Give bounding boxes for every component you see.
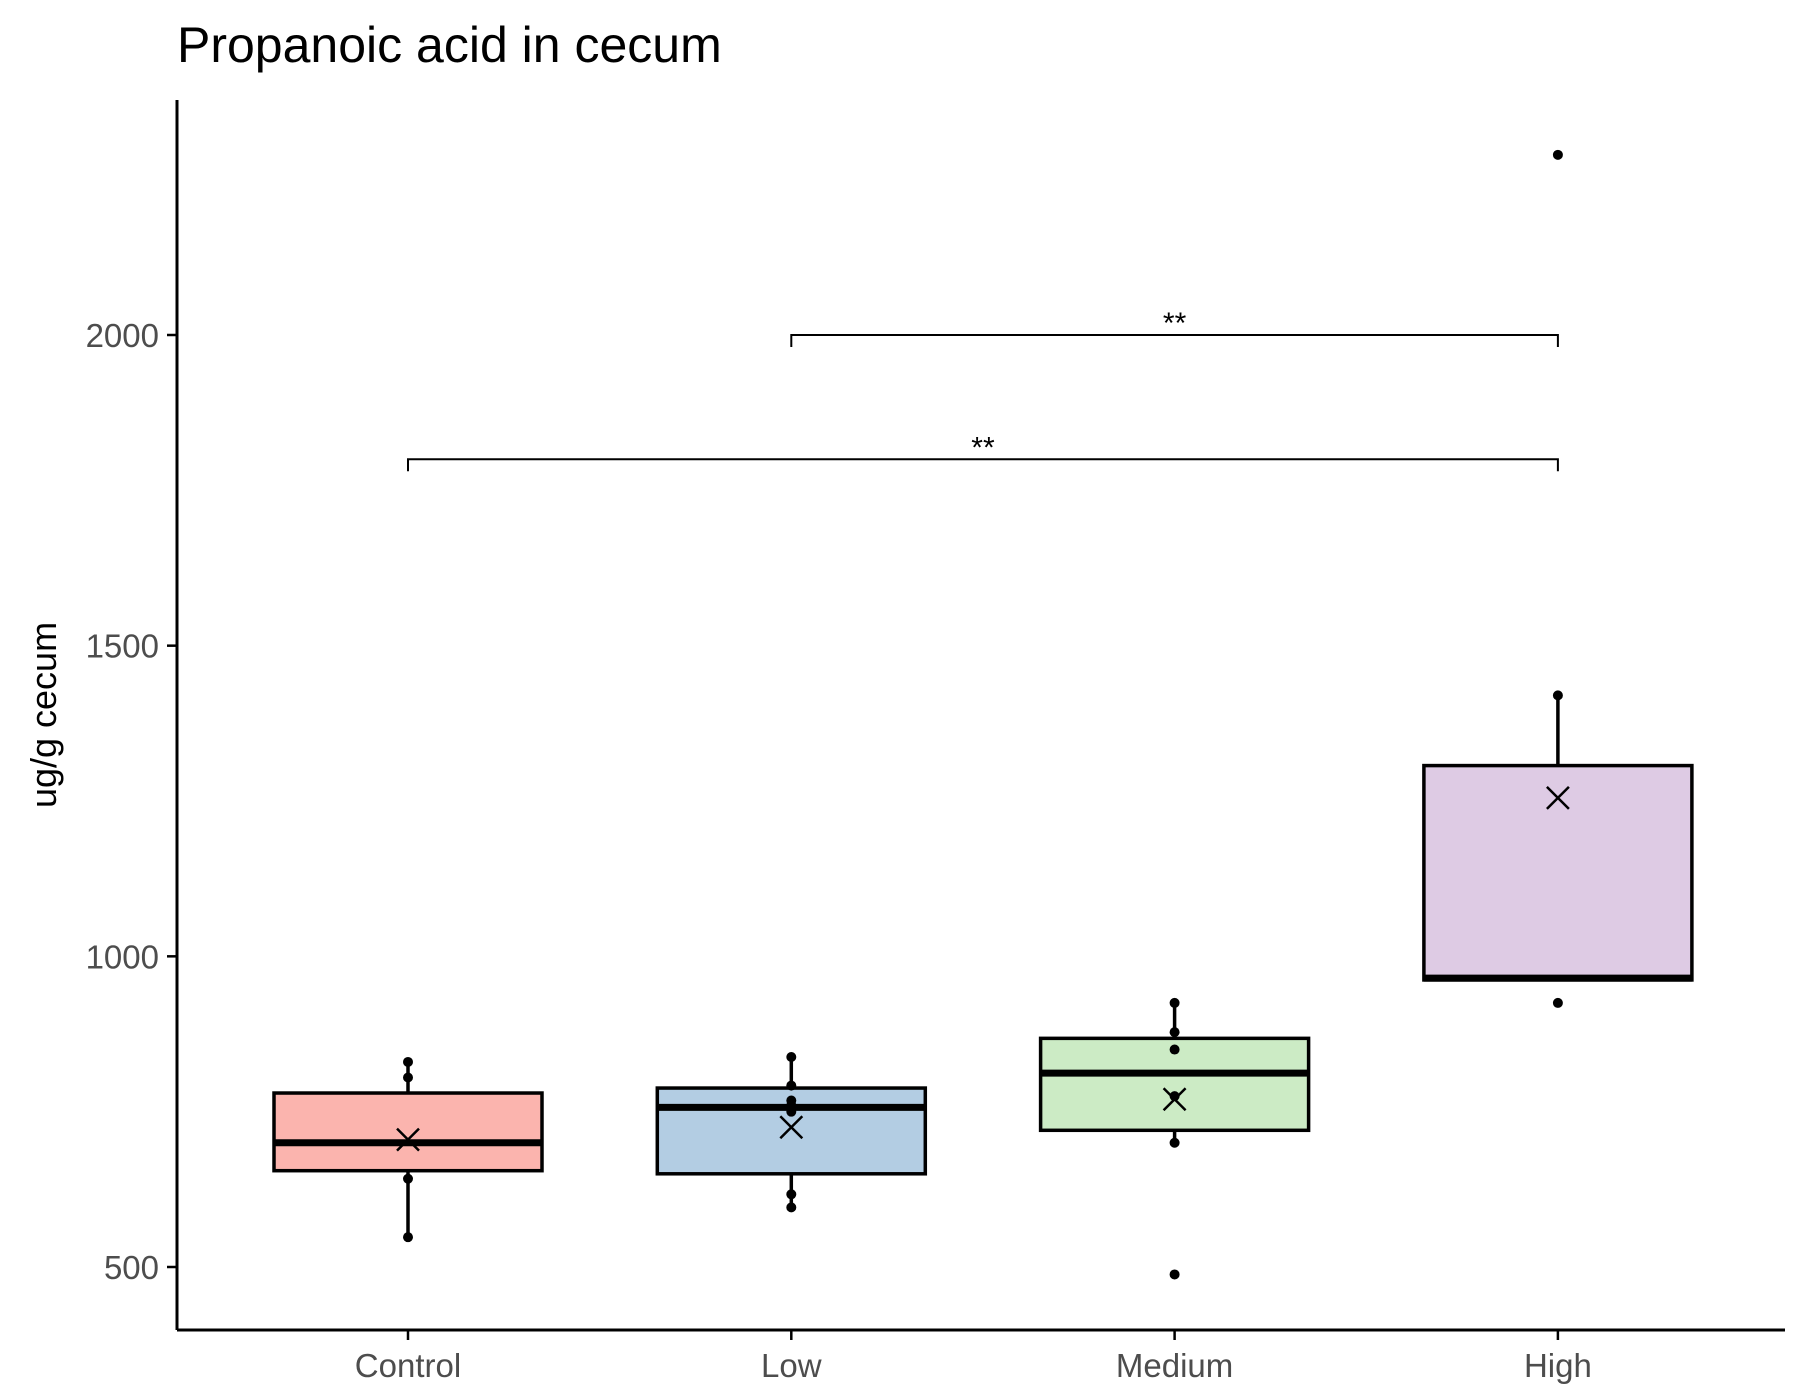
data-point bbox=[403, 1056, 413, 1067]
data-point bbox=[786, 1080, 797, 1091]
data-point bbox=[403, 1173, 413, 1184]
y-tick-label: 1500 bbox=[86, 628, 159, 665]
x-tick-label: Control bbox=[355, 1347, 461, 1384]
bracket-line bbox=[790, 334, 1559, 347]
significance-label: ** bbox=[971, 431, 995, 464]
data-point bbox=[403, 1072, 413, 1083]
x-tick-label: High bbox=[1524, 1347, 1592, 1384]
data-point bbox=[786, 1202, 797, 1213]
y-axis-label: ug/g cecum bbox=[23, 622, 64, 808]
mean-marker bbox=[1546, 786, 1570, 810]
boxplots bbox=[272, 149, 1694, 1280]
chart-title: Propanoic acid in cecum bbox=[177, 17, 722, 73]
data-point bbox=[1169, 1269, 1180, 1280]
box-group-low bbox=[655, 1051, 928, 1213]
y-tick-label: 1000 bbox=[86, 938, 159, 975]
significance-label: ** bbox=[1163, 307, 1187, 340]
mean-marker bbox=[1162, 1087, 1187, 1112]
data-point bbox=[786, 1189, 797, 1200]
bracket-line bbox=[407, 458, 1559, 472]
box-group-medium bbox=[1038, 997, 1311, 1280]
data-point bbox=[1552, 149, 1563, 160]
y-tick-label: 500 bbox=[104, 1249, 159, 1286]
box-group-high bbox=[1422, 149, 1694, 1008]
data-point bbox=[1169, 997, 1180, 1008]
x-tick-label: Low bbox=[761, 1347, 822, 1384]
data-point bbox=[403, 1232, 413, 1243]
data-point bbox=[1169, 1137, 1180, 1148]
data-point bbox=[786, 1095, 797, 1106]
box bbox=[1422, 763, 1694, 982]
significance-brackets: ** ** bbox=[407, 307, 1559, 472]
data-point bbox=[1169, 1044, 1180, 1055]
significance-bracket: ** bbox=[407, 431, 1559, 472]
box-group-control bbox=[272, 1056, 544, 1243]
y-tick-label: 2000 bbox=[86, 317, 159, 354]
mean-marker bbox=[779, 1115, 804, 1140]
data-point bbox=[1552, 997, 1563, 1008]
data-point bbox=[1552, 690, 1563, 701]
box bbox=[272, 1091, 544, 1173]
data-point bbox=[786, 1051, 797, 1062]
significance-bracket: ** bbox=[790, 307, 1559, 347]
data-point bbox=[1169, 1091, 1180, 1102]
mean-marker bbox=[396, 1127, 420, 1152]
data-point bbox=[1169, 1027, 1180, 1038]
x-tick-label: Medium bbox=[1116, 1347, 1233, 1384]
axes: 500 1000 1500 2000 Control Low Medium High bbox=[86, 100, 1785, 1384]
